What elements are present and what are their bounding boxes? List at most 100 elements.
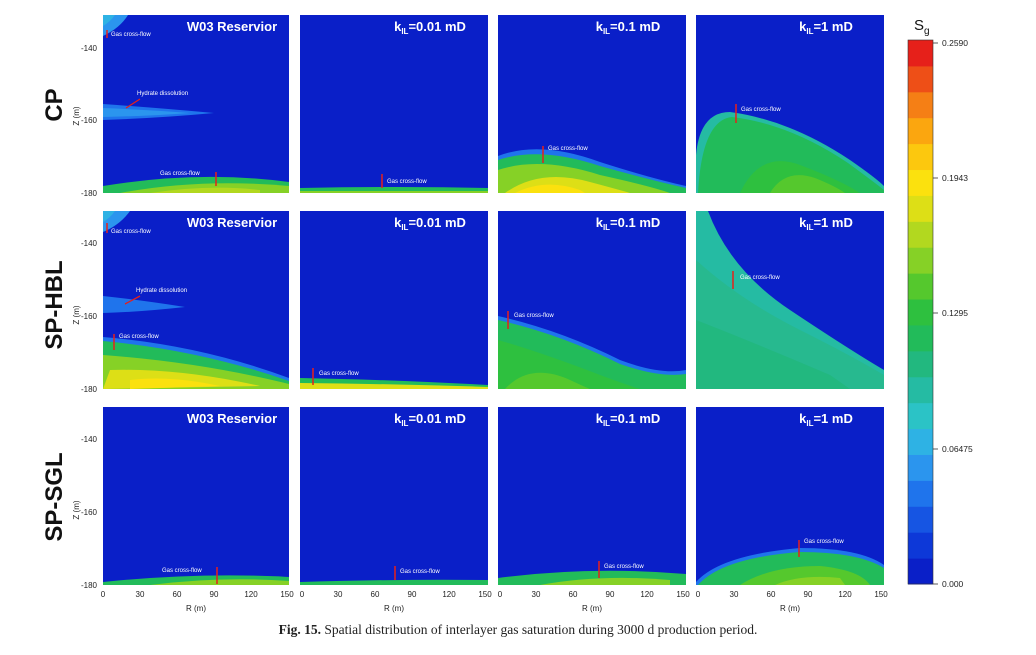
column-title: kIL=0.01 mD [394,19,466,36]
y-tick-label: -180 [81,189,98,198]
annotation-gas-cross-flow: Gas cross-flow [741,107,781,113]
colorbar-tick-label: 0.06475 [942,444,973,454]
x-tick-label: 30 [334,590,343,599]
annotation-gas-cross-flow: Gas cross-flow [514,313,554,319]
x-tick-label: 90 [210,590,219,599]
colorbar-step [908,247,933,274]
y-tick-label: -160 [81,116,98,125]
colorbar-step [908,65,933,93]
y-ticks: -140 -160 -180 [81,44,98,198]
colorbar-step [908,506,933,533]
x-tick-label: 30 [532,590,541,599]
annotation-gas-cross-flow: Gas cross-flow [111,32,151,38]
heatmap-panel-hbl-001: kIL=0.01 mD Gas cross-flow [300,211,488,389]
annotation-gas-cross-flow: Gas cross-flow [162,568,202,574]
colorbar-step [908,91,933,119]
x-axis-label: R (m) [384,604,404,613]
x-tick-label: 60 [371,590,380,599]
column-title: kIL=1 mD [799,19,853,36]
x-tick-label: 90 [804,590,813,599]
x-tick-label: 0 [300,590,305,599]
colorbar-step [908,143,933,171]
heatmap-panel-sgl-01: kIL=0.1 mD Gas cross-flow [498,407,686,585]
row-cp: CP Z (m) -140 -160 -180 W03 Reservior Ga… [41,15,884,198]
x-tick-label: 120 [838,590,852,599]
heatmap-panel-hbl-01: kIL=0.1 mD Gas cross-flow [498,211,686,389]
colorbar-ticks: 0.2590 0.1943 0.1295 0.06475 0.000 [933,38,973,589]
y-axis-label: Z (m) [72,500,81,519]
colorbar-tick-label: 0.1943 [942,173,968,183]
colorbar-step [908,428,933,455]
x-tick-label: 30 [136,590,145,599]
row-label-cp: CP [41,88,68,121]
x-tick-label: 150 [874,590,888,599]
row-sp-sgl: SP-SGL Z (m) -140 -160 -180 W03 Reservio… [41,407,888,613]
annotation-gas-cross-flow: Gas cross-flow [319,371,359,377]
colorbar-step [908,350,933,378]
heatmap-panel-sgl-1: kIL=1 mD Gas cross-flow [696,407,884,585]
heatmap-panel-hbl-w03: W03 Reservior Gas cross-flow Hydrate dis… [103,211,289,389]
x-tick-label: 60 [173,590,182,599]
heatmap-panel-sgl-w03: W03 Reservior Gas cross-flow [103,407,289,585]
x-tick-label: 90 [606,590,615,599]
column-title: kIL=0.01 mD [394,215,466,232]
colorbar-step [908,376,933,404]
x-tick-label: 150 [478,590,492,599]
colorbar-step [908,195,933,222]
annotation-gas-cross-flow: Gas cross-flow [400,569,440,575]
y-tick-label: -140 [81,44,98,53]
colorbar-step [908,117,933,145]
colorbar-step [908,169,933,196]
y-axis-label: Z (m) [72,305,81,324]
red-arrow [125,98,141,109]
colorbar-step [908,480,933,507]
y-tick-label: -160 [81,508,98,517]
y-tick-label: -140 [81,435,98,444]
x-tick-label: 30 [730,590,739,599]
colorbar-step [908,402,933,430]
heatmap-panel-cp-1: kIL=1 mD Gas cross-flow [696,15,884,193]
x-tick-label: 0 [101,590,106,599]
y-tick-label: -160 [81,312,98,321]
column-title: W03 Reservior [187,19,277,34]
column-title: W03 Reservior [187,215,277,230]
column-title: kIL=1 mD [799,411,853,428]
y-tick-label: -180 [81,385,98,394]
colorbar-tick-label: 0.000 [942,579,964,589]
caption-label: Fig. 15. [278,622,321,637]
column-title: kIL=0.01 mD [394,411,466,428]
colorbar-steps [908,40,933,585]
colorbar-step [908,324,933,352]
heatmap-panel-hbl-1: kIL=1 mD Gas cross-flow [696,211,884,389]
colorbar-step [908,40,933,67]
colorbar-step [908,221,933,248]
x-ticks-col2: 0 30 60 90 120 150 R (m) [300,590,492,613]
y-ticks: -140 -160 -180 [81,435,98,590]
column-title: W03 Reservior [187,411,277,426]
x-ticks-col4: 0 30 60 90 120 150 R (m) [696,590,888,613]
column-title: kIL=0.1 mD [596,215,661,232]
x-tick-label: 120 [442,590,456,599]
y-axis-label: Z (m) [72,106,81,125]
x-tick-label: 0 [696,590,701,599]
x-ticks-col1: 0 30 60 90 120 150 R (m) [101,590,294,613]
heatmap-panel-cp-01: kIL=0.1 mD Gas cross-flow [498,15,686,193]
annotation-gas-cross-flow: Gas cross-flow [548,146,588,152]
annotation-gas-cross-flow: Gas cross-flow [387,179,427,185]
annotation-hydrate-dissolution: Hydrate dissolution [137,91,188,97]
y-tick-label: -180 [81,581,98,590]
x-tick-label: 120 [640,590,654,599]
annotation-gas-cross-flow: Gas cross-flow [160,171,200,177]
x-tick-label: 60 [767,590,776,599]
colorbar-step [908,299,933,326]
colorbar-title: Sg [914,17,930,37]
x-ticks-col3: 0 30 60 90 120 150 R (m) [498,590,690,613]
colorbar-step [908,454,933,481]
colorbar: Sg 0.2590 0.1943 0.1295 0.06475 0.000 [907,17,973,589]
row-label-sp-hbl: SP-HBL [41,260,68,349]
row-sp-hbl: SP-HBL Z (m) -140 -160 -180 W03 Reservio… [41,211,884,394]
figure-caption: Fig. 15. Spatial distribution of interla… [0,622,1036,638]
caption-text: Spatial distribution of interlayer gas s… [324,622,758,637]
heatmap-panel-cp-001: kIL=0.01 mD Gas cross-flow [300,15,488,193]
